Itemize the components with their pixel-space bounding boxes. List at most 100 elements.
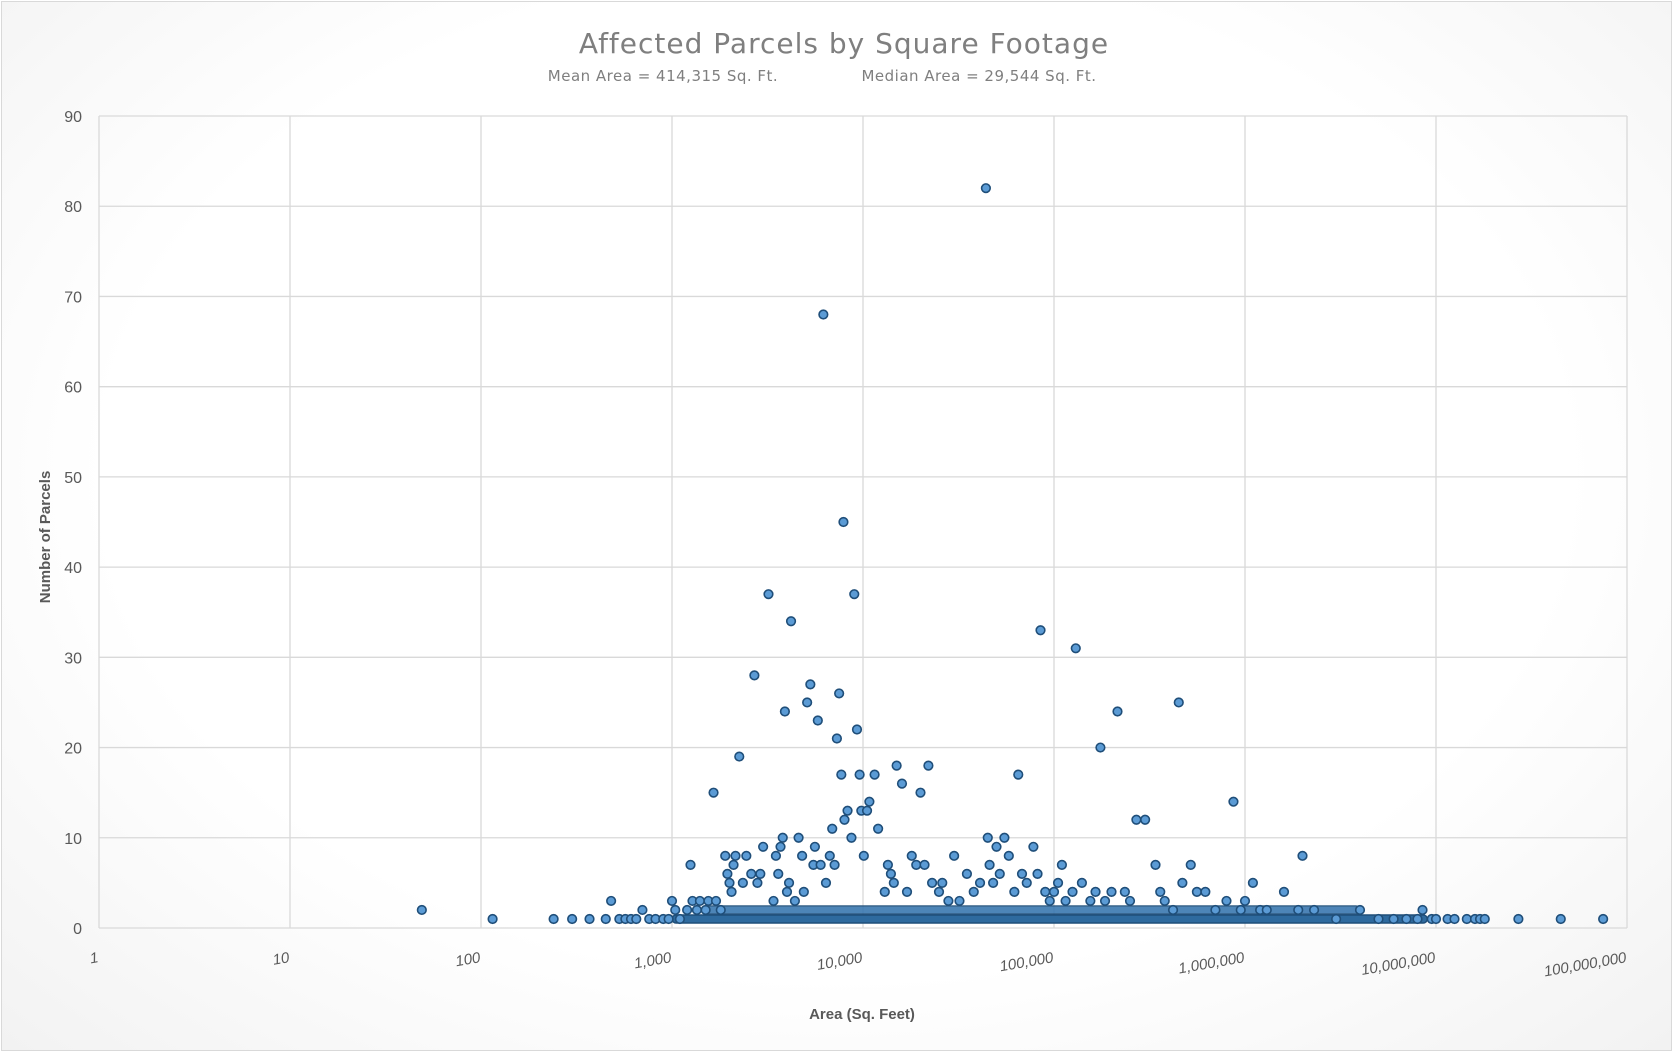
data-point	[991, 841, 1002, 852]
data-point	[834, 688, 845, 699]
data-point	[933, 886, 945, 898]
data-point	[1090, 886, 1101, 898]
data-point	[773, 868, 784, 879]
data-point	[854, 769, 865, 780]
data-point	[798, 886, 809, 898]
data-point	[768, 895, 779, 907]
data-point	[781, 886, 793, 898]
data-point	[1401, 913, 1412, 925]
data-point	[1021, 877, 1032, 888]
data-point	[999, 832, 1010, 843]
x-tick-label: 100	[454, 949, 482, 970]
y-tick-label: 40	[64, 560, 82, 577]
data-point	[888, 877, 899, 888]
data-point	[783, 877, 795, 888]
data-point	[1430, 913, 1442, 925]
data-point	[749, 670, 760, 681]
data-point	[737, 877, 748, 888]
data-point	[954, 895, 965, 907]
data-point	[809, 841, 821, 852]
y-axis-label: Number of Parcels	[37, 471, 54, 604]
data-point	[746, 868, 757, 879]
data-point	[818, 309, 829, 320]
data-point	[1155, 886, 1166, 898]
data-point	[1278, 886, 1290, 898]
gridlines	[98, 115, 1628, 929]
data-point	[1354, 904, 1366, 916]
data-point	[982, 832, 993, 843]
data-point	[793, 832, 804, 843]
data-point	[1076, 877, 1088, 888]
data-point	[949, 850, 960, 861]
data-point	[988, 877, 999, 888]
data-point	[741, 850, 752, 861]
data-point	[926, 877, 938, 888]
data-point	[1388, 913, 1399, 925]
data-point	[600, 913, 611, 925]
data-point	[1003, 850, 1014, 861]
data-point	[1261, 904, 1272, 916]
data-point	[1099, 895, 1111, 907]
data-point	[691, 904, 702, 916]
data-point	[730, 850, 741, 861]
y-tick-label: 30	[64, 650, 82, 667]
data-point	[685, 859, 696, 870]
data-point	[724, 877, 735, 888]
data-point	[416, 904, 427, 916]
data-point	[885, 868, 897, 879]
x-tick-label: 1	[89, 949, 100, 967]
data-point	[715, 904, 726, 916]
data-point	[911, 859, 922, 870]
data-point	[1412, 913, 1423, 925]
data-point	[1235, 904, 1246, 916]
data-point	[797, 850, 808, 861]
data-point	[820, 877, 832, 888]
data-point	[682, 904, 693, 916]
data-point	[1513, 913, 1524, 925]
y-tick-label: 20	[64, 741, 82, 758]
data-point	[923, 760, 934, 771]
data-point	[1106, 886, 1117, 898]
data-point	[752, 877, 763, 888]
data-point	[722, 868, 733, 879]
data-point	[831, 733, 842, 744]
data-point	[1479, 913, 1490, 925]
data-point	[487, 913, 498, 925]
data-point	[777, 832, 788, 843]
y-tick-label: 50	[64, 470, 82, 487]
data-point	[915, 787, 926, 798]
data-point	[1140, 814, 1151, 825]
data-point	[879, 886, 890, 898]
data-point	[1131, 814, 1142, 825]
data-point	[896, 778, 908, 789]
data-point	[827, 823, 838, 834]
data-point	[919, 859, 930, 870]
data-point	[1177, 877, 1188, 888]
data-point	[1185, 859, 1196, 870]
y-tick-label: 60	[64, 380, 82, 397]
data-point	[1052, 877, 1064, 888]
data-point	[1210, 904, 1221, 916]
data-point	[839, 814, 850, 825]
data-point	[789, 895, 800, 907]
data-point	[901, 886, 913, 898]
data-point	[864, 796, 875, 807]
data-point	[1598, 913, 1609, 925]
y-tick-label: 90	[64, 109, 82, 126]
x-axis-label: Area (Sq. Feet)	[809, 1006, 915, 1023]
data-point	[891, 760, 902, 771]
data-point	[849, 589, 860, 600]
chart-subtitle-mean: Mean Area = 414,315 Sq. Ft.	[548, 67, 778, 85]
data-point	[694, 895, 706, 907]
data-point	[770, 850, 782, 861]
data-point	[1013, 769, 1024, 780]
data-point	[720, 850, 731, 861]
data-point	[861, 805, 873, 816]
y-tick-label: 0	[73, 921, 82, 938]
data-point	[1095, 742, 1106, 753]
data-point	[1247, 877, 1259, 888]
data-point	[726, 886, 737, 898]
data-point	[842, 805, 853, 816]
chart-title: Affected Parcels by Square Footage	[579, 27, 1109, 60]
